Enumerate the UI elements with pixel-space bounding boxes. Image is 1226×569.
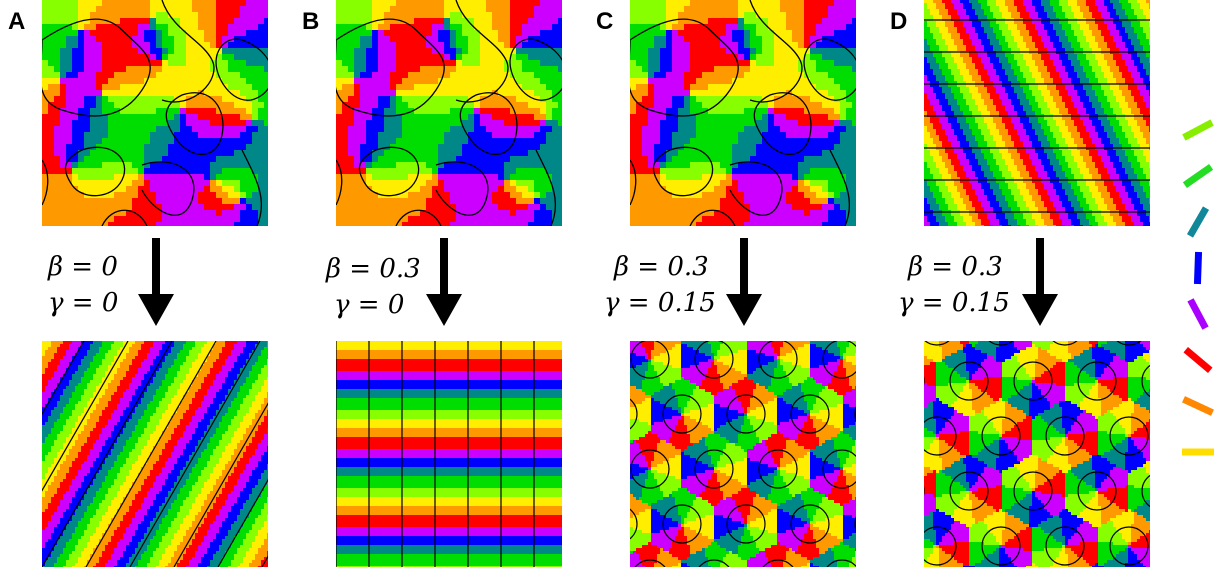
orientation-bar bbox=[1182, 396, 1214, 416]
down-arrow-c bbox=[726, 238, 762, 326]
orientation-bar bbox=[1182, 163, 1214, 189]
panel-label-b: B bbox=[302, 10, 319, 34]
panel-label-a: A bbox=[8, 10, 25, 34]
orientation-bar bbox=[1186, 206, 1210, 238]
down-arrow-b bbox=[426, 238, 462, 326]
orientation-bar bbox=[1193, 251, 1203, 285]
gamma-value-b: γ = 0 bbox=[334, 292, 404, 318]
initial-orientation-map-b bbox=[336, 0, 562, 226]
final-map-pinwheel-lattice-c bbox=[630, 341, 856, 567]
beta-value-c: β = 0.3 bbox=[614, 254, 709, 280]
gamma-value-d: γ = 0.15 bbox=[898, 290, 1010, 316]
initial-orientation-map-c bbox=[630, 0, 856, 226]
panel-label-c: C bbox=[596, 10, 613, 34]
down-arrow-a bbox=[138, 238, 174, 326]
orientation-bar bbox=[1187, 298, 1209, 330]
orientation-bar bbox=[1182, 119, 1214, 141]
final-map-horizontal-stripes-b bbox=[336, 341, 562, 567]
beta-value-b: β = 0.3 bbox=[326, 256, 421, 282]
gamma-value-c: γ = 0.15 bbox=[604, 290, 716, 316]
orientation-bar bbox=[1183, 347, 1213, 373]
initial-orientation-map-d bbox=[924, 0, 1150, 226]
panel-label-d: D bbox=[890, 10, 907, 34]
final-map-diagonal-stripes-a bbox=[42, 341, 268, 567]
initial-orientation-map-a bbox=[42, 0, 268, 226]
down-arrow-d bbox=[1022, 238, 1058, 326]
orientation-color-legend bbox=[1182, 119, 1214, 456]
beta-value-d: β = 0.3 bbox=[908, 254, 1003, 280]
final-map-pinwheel-lattice-d bbox=[924, 341, 1150, 567]
beta-value-a: β = 0 bbox=[48, 254, 118, 280]
gamma-value-a: γ = 0 bbox=[48, 290, 118, 316]
